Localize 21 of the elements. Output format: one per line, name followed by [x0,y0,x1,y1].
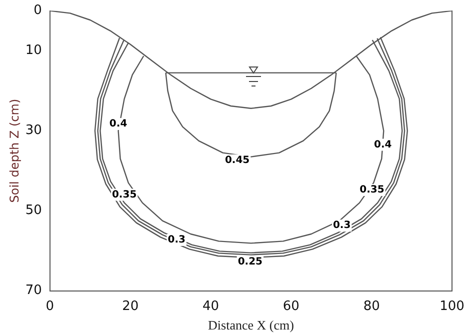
annotation: 0.4 [109,118,128,130]
x-axis-title: Distance X (cm) [208,318,294,333]
annotation: 0.35 [360,184,384,196]
annotation: 0.4 [374,139,392,150]
y-axis-title: Soil depth Z (cm) [7,98,22,203]
annotation: 0.45 [224,154,250,166]
annotation: 0.3 [332,220,351,232]
x-tick-label: 20 [122,298,139,314]
x-tick-label: 100 [440,298,464,314]
x-tick-label: 0 [46,298,54,314]
annotation: 0.3 [168,234,186,246]
y-tick-label: 0 [34,3,42,18]
x-tick-label: 40 [202,298,220,314]
y-tick-label: 50 [25,203,42,218]
y-tick-label: 70 [25,283,42,298]
y-tick-label: 30 [25,123,42,138]
annotation: 0.35 [112,189,137,200]
x-tick-label: 60 [282,298,300,314]
annotation: 0.25 [238,256,263,268]
x-tick-label: 80 [363,298,380,314]
y-tick-label: 10 [25,43,42,58]
